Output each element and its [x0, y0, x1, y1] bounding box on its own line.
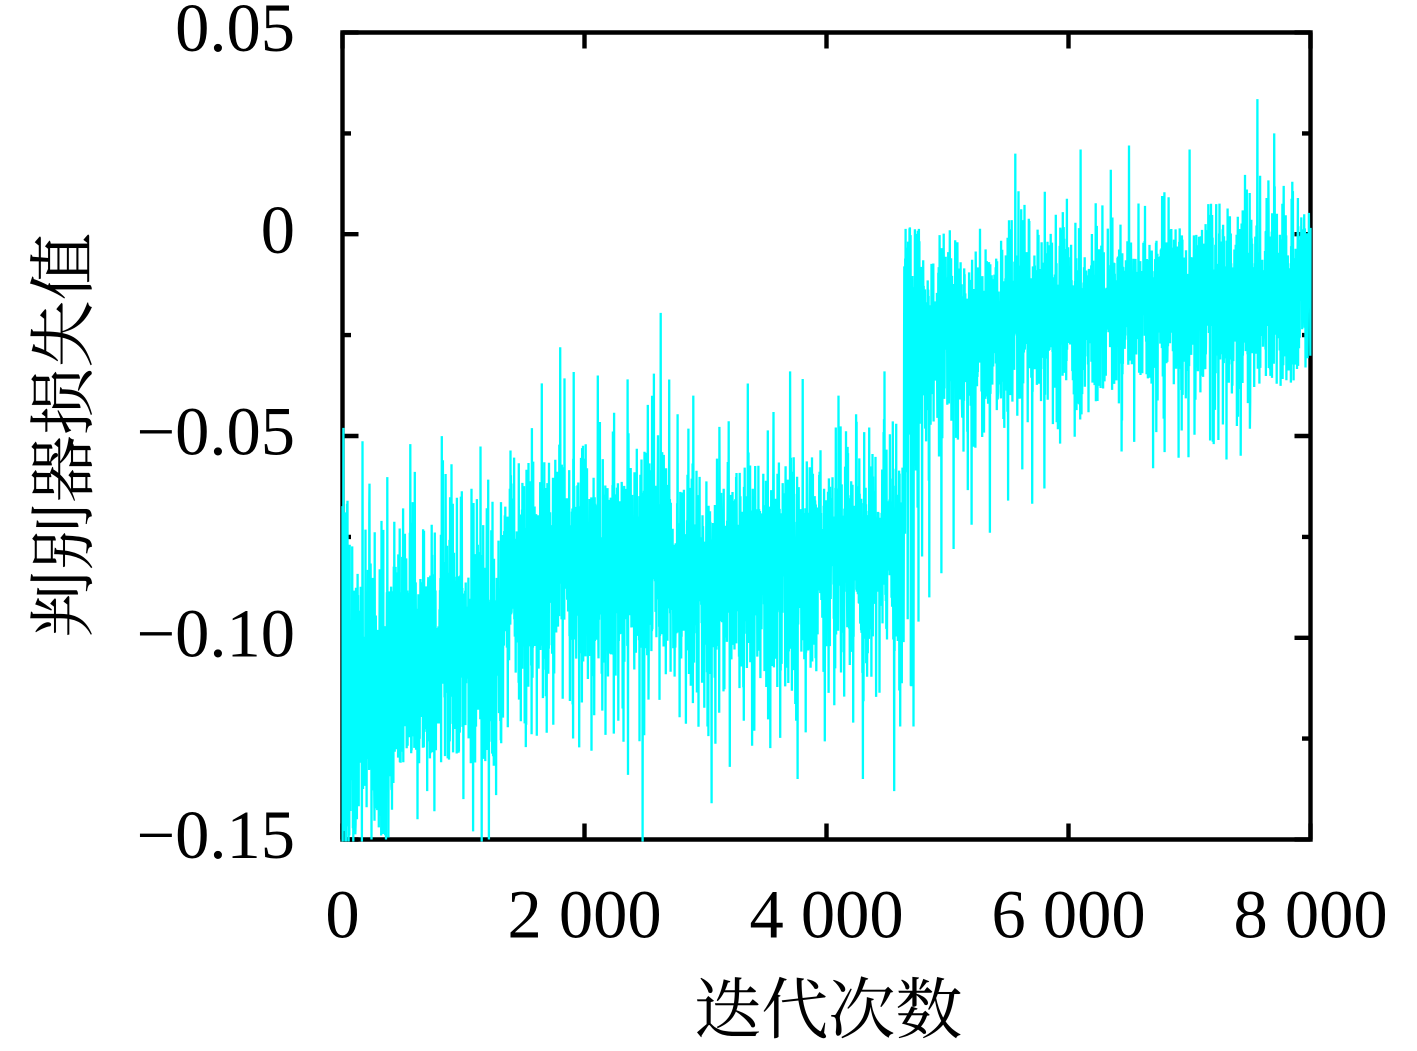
svg-text:0: 0 [261, 192, 295, 268]
svg-text:4 000: 4 000 [749, 877, 903, 953]
svg-text:−0.05: −0.05 [136, 394, 295, 470]
svg-text:−0.15: −0.15 [136, 797, 295, 873]
svg-text:2 000: 2 000 [507, 877, 661, 953]
svg-text:8 000: 8 000 [1233, 877, 1387, 953]
svg-text:6 000: 6 000 [991, 877, 1145, 953]
svg-text:−0.10: −0.10 [136, 595, 295, 671]
svg-text:0.05: 0.05 [175, 0, 295, 66]
svg-text:0: 0 [325, 877, 359, 953]
